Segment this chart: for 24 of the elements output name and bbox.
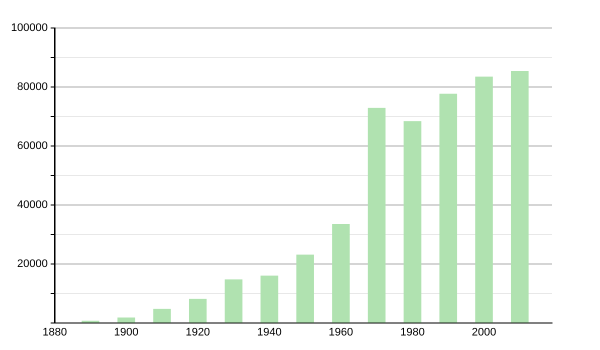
x-tick-label: 1980 bbox=[400, 326, 425, 338]
bar bbox=[368, 108, 386, 323]
x-tick-label: 2000 bbox=[472, 326, 496, 338]
y-tick-label: 20000 bbox=[17, 258, 48, 270]
bar bbox=[224, 279, 242, 323]
bar bbox=[153, 308, 171, 323]
bar bbox=[260, 276, 278, 323]
bar bbox=[404, 121, 422, 323]
y-tick-label: 60000 bbox=[17, 140, 48, 152]
x-tick-label: 1880 bbox=[42, 326, 67, 338]
y-tick-label: 80000 bbox=[17, 80, 48, 93]
x-tick-label: 1920 bbox=[186, 326, 210, 338]
bar bbox=[332, 224, 350, 323]
bar bbox=[475, 76, 493, 323]
x-tick-label: 1900 bbox=[114, 326, 138, 338]
bar bbox=[510, 71, 529, 323]
bar bbox=[117, 317, 136, 323]
y-tick-label: 40000 bbox=[17, 198, 48, 211]
bar bbox=[188, 298, 207, 323]
bar bbox=[439, 94, 458, 323]
x-tick-label: 1960 bbox=[328, 326, 354, 338]
y-tick-label: 100000 bbox=[10, 22, 48, 34]
bar bbox=[296, 254, 314, 323]
x-tick-label: 1940 bbox=[257, 326, 282, 338]
